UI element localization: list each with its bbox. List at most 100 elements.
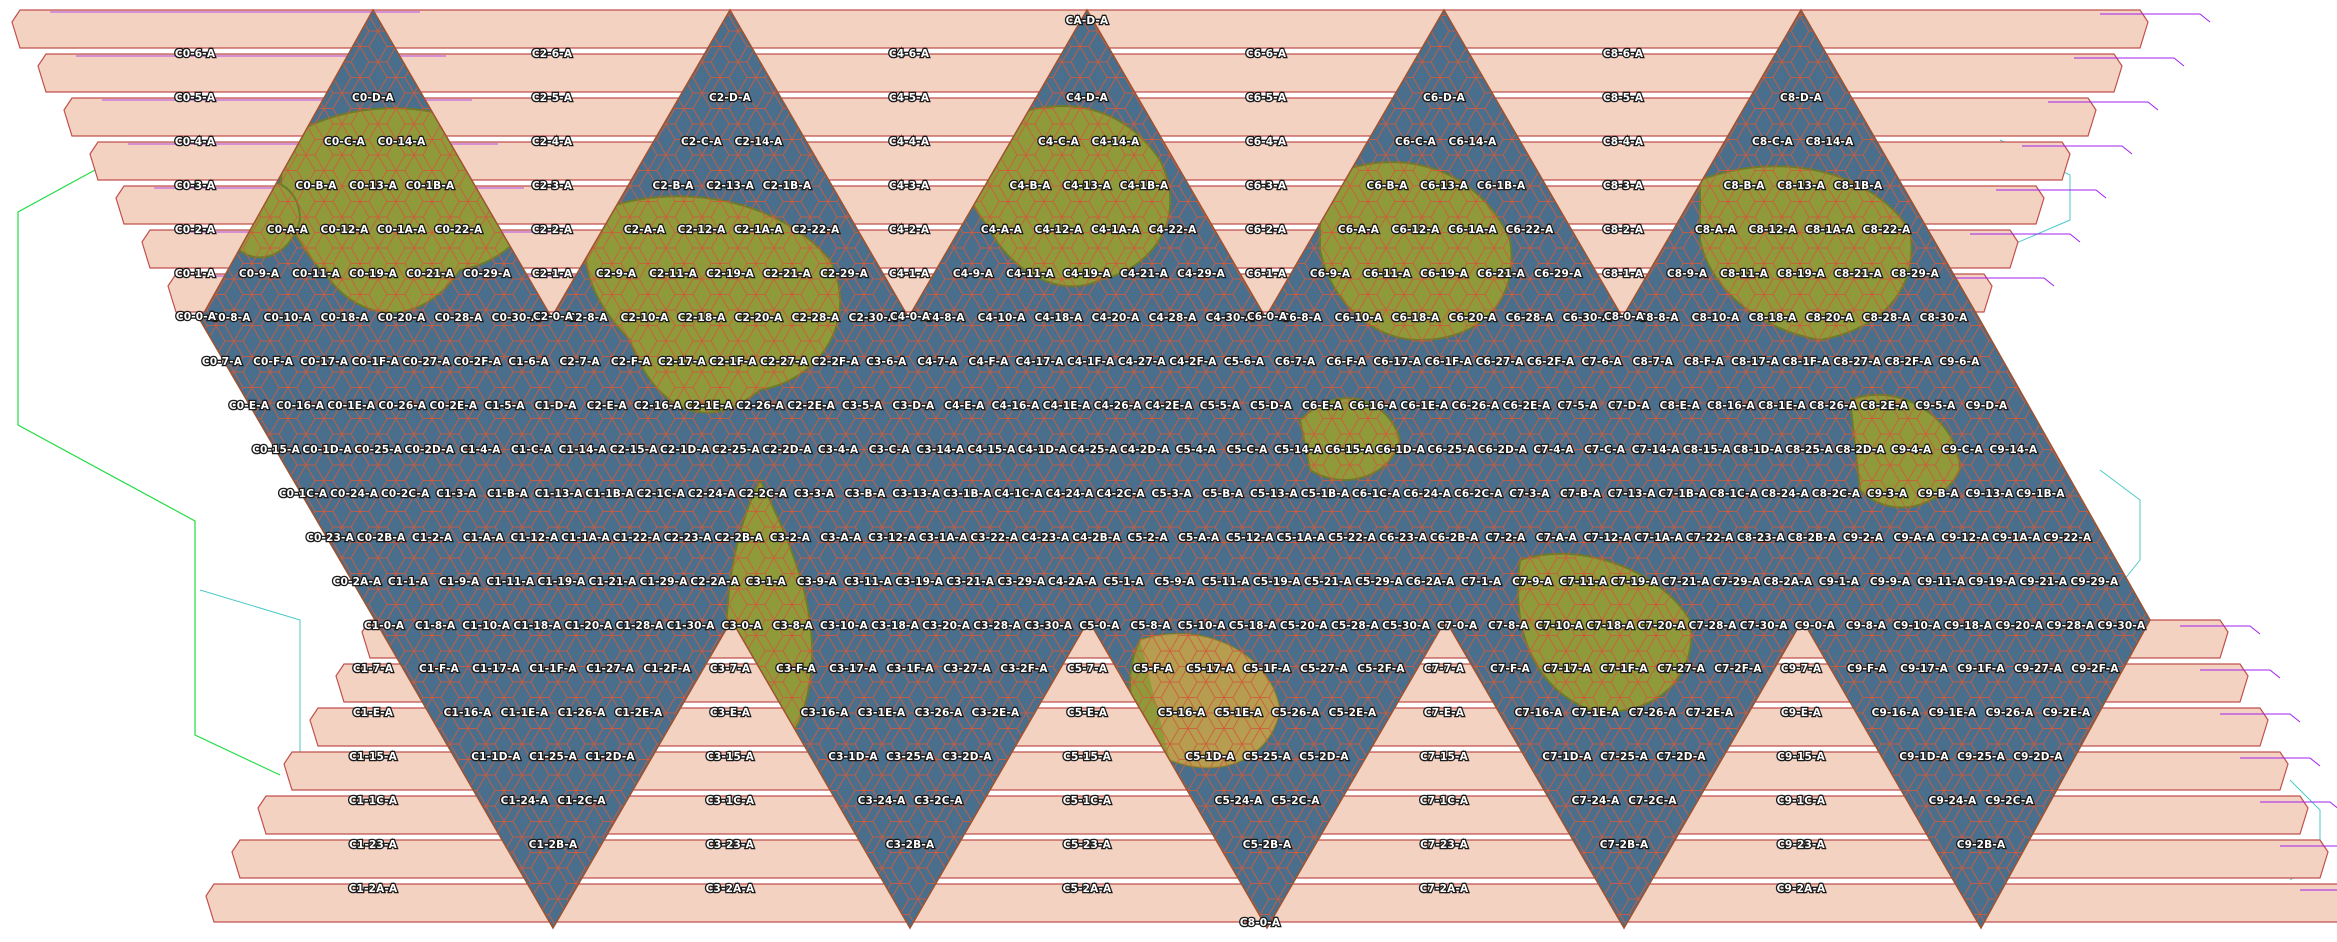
cell-label: C3-2C-A [914, 795, 963, 807]
cell-label: C9-28-A [2046, 620, 2095, 632]
strip-label: C6-3-A [1246, 180, 1287, 192]
cell-label: C8-13-A [1777, 180, 1826, 192]
cell-label: C6-1F-A [1425, 356, 1473, 368]
cell-label: C0-7-A [202, 356, 243, 368]
cell-label: C8-24-A [1761, 488, 1810, 500]
strip-label: C0-6-A [175, 48, 216, 60]
cell-label: C5-19-A [1253, 576, 1302, 588]
cell-label: C3-28-A [973, 620, 1022, 632]
cell-label: C1-2C-A [557, 795, 606, 807]
cell-label: C6-28-A [1506, 312, 1555, 324]
cell-label: C9-14-A [1989, 444, 2038, 456]
cell-label: C1-F-A [419, 663, 460, 675]
purple-edge [2200, 669, 2281, 679]
strip-label: C3-E-A [710, 707, 751, 719]
cell-label: C2-16-A [634, 400, 683, 412]
cell-label: C3-5-A [842, 400, 883, 412]
strip-label: C2-2-A [532, 224, 573, 236]
cell-label: C3-C-A [869, 444, 911, 456]
strip-label: C9-15-A [1777, 751, 1826, 763]
cell-label: C3-1E-A [858, 707, 906, 719]
cell-label: C8-1E-A [1758, 400, 1806, 412]
cell-label: C2-2B-A [715, 532, 764, 544]
strip-label: C7-23-A [1420, 839, 1469, 851]
strip-label: C4-6-A [889, 48, 930, 60]
cell-label: C6-9-A [1310, 268, 1351, 280]
cell-label: C7-18-A [1586, 620, 1635, 632]
cell-label: C8-B-A [1723, 180, 1765, 192]
cell-label: C6-11-A [1363, 268, 1412, 280]
cell-label: C2-2F-A [811, 356, 859, 368]
cell-label: C7-16-A [1515, 707, 1564, 719]
cell-label: C7-14-A [1632, 444, 1681, 456]
cell-label: C4-30-A [1206, 312, 1255, 324]
cell-label: C5-0-A [1079, 620, 1120, 632]
cell-label: C8-29-A [1891, 268, 1940, 280]
cell-label: C9-16-A [1872, 707, 1921, 719]
cell-label: C9-D-A [1965, 400, 2008, 412]
cell-label: C9-26-A [1986, 707, 2035, 719]
cell-label: C8-18-A [1749, 312, 1798, 324]
cell-label: C3-D-A [892, 400, 935, 412]
cell-label: C8-D-A [1780, 92, 1823, 104]
strip-label: C0-4-A [175, 136, 216, 148]
cell-label: C6-A-A [1338, 224, 1380, 236]
purple-edge [2240, 757, 2321, 767]
cell-label: C2-D-A [709, 92, 752, 104]
cell-label: C2-7-A [560, 356, 601, 368]
cell-label: C2-E-A [587, 400, 628, 412]
cell-label: C8-23-A [1737, 532, 1786, 544]
cell-label: C6-2B-A [1430, 532, 1479, 544]
cell-label: C8-1A-A [1805, 224, 1854, 236]
cell-label: C1-10-A [462, 620, 511, 632]
cell-label: C5-1A-A [1277, 532, 1326, 544]
cell-label: C2-1F-A [709, 356, 757, 368]
cell-label: C7-D-A [1608, 400, 1651, 412]
cell-label: C4-28-A [1149, 312, 1198, 324]
cell-label: C8-2F-A [1885, 356, 1933, 368]
cell-label: C2-2A-A [690, 576, 739, 588]
cell-label: C4-27-A [1118, 356, 1167, 368]
cell-label: C9-2C-A [1985, 795, 2034, 807]
cell-label: C3-6-A [866, 356, 907, 368]
cell-label: C4-B-A [1009, 180, 1051, 192]
strip-label: C8-6-A [1603, 48, 1644, 60]
strip-label: C0-5-A [175, 92, 216, 104]
net-border [199, 8, 2151, 930]
cell-label: C0-10-A [264, 312, 313, 324]
cell-label: C4-1F-A [1067, 356, 1115, 368]
cell-label: C0-18-A [321, 312, 370, 324]
cell-label: C2-2D-A [762, 444, 812, 456]
cell-label: C9-27-A [2014, 663, 2063, 675]
strip-label: C9-7-A [1781, 663, 1822, 675]
cell-label: C3-19-A [895, 576, 944, 588]
cell-label: C3-10-A [820, 620, 869, 632]
cell-label: C9-29-A [2070, 576, 2119, 588]
cell-label: C7-1B-A [1658, 488, 1707, 500]
strip-label: C3-15-A [706, 751, 755, 763]
cell-label: C3-2D-A [942, 751, 992, 763]
cell-label: C5-2C-A [1271, 795, 1320, 807]
cell-label: C6-19-A [1420, 268, 1469, 280]
cell-label: C7-21-A [1662, 576, 1711, 588]
cell-label: C8-9-A [1667, 268, 1708, 280]
cell-label: C6-8-A [1281, 312, 1322, 324]
cell-label: C0-22-A [435, 224, 484, 236]
cell-label: C5-13-A [1250, 488, 1299, 500]
cell-label: C8-1C-A [1710, 488, 1759, 500]
cell-label: C2-13-A [706, 180, 755, 192]
strip-label: C4-4-A [889, 136, 930, 148]
cell-label: C4-25-A [1070, 444, 1119, 456]
cell-label: C3-21-A [946, 576, 995, 588]
cell-label: C7-5-A [1557, 400, 1598, 412]
cell-label: C0-30-A [492, 312, 541, 324]
cell-label: C3-1-A [746, 576, 787, 588]
strip-label: C7-15-A [1420, 751, 1469, 763]
cell-label: C4-21-A [1120, 268, 1169, 280]
cell-label: C5-1F-A [1243, 663, 1291, 675]
cell-label: C5-2B-A [1243, 839, 1292, 851]
strip-label: C8-1-A [1603, 268, 1644, 280]
cell-label: C0-2E-A [430, 400, 478, 412]
cell-label: C1-22-A [613, 532, 662, 544]
cell-label: C6-F-A [1326, 356, 1367, 368]
